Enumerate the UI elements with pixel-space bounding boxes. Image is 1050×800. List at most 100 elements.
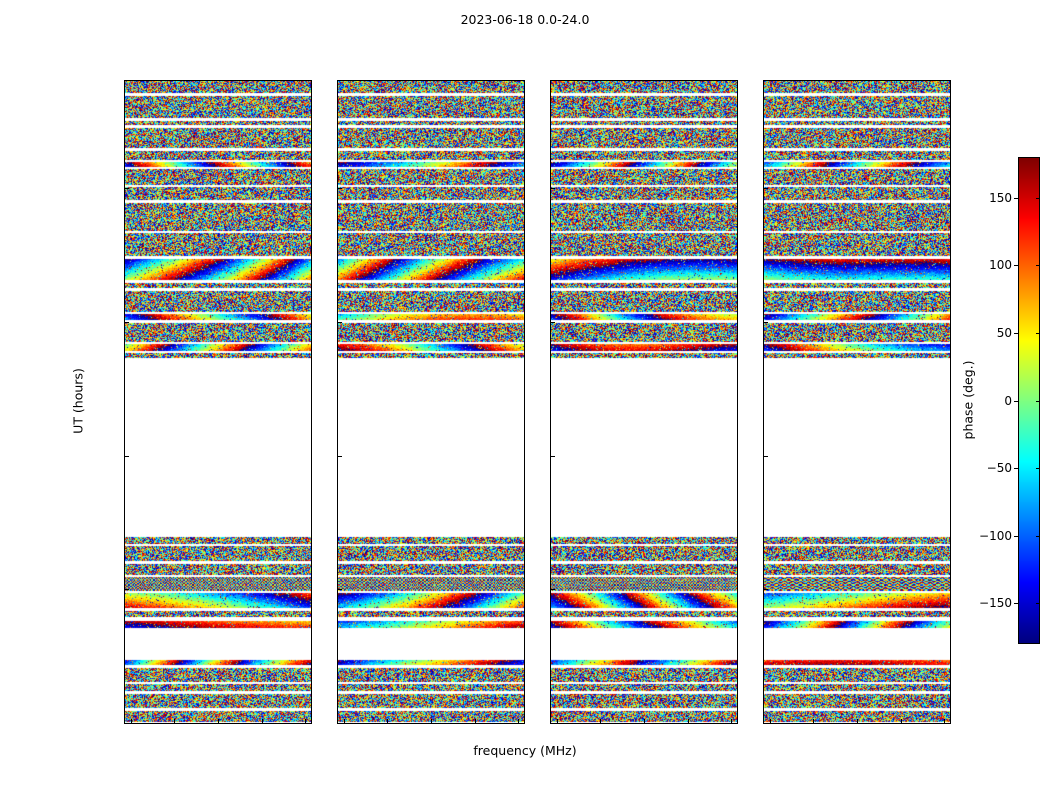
y-tick-mark-inner (551, 321, 555, 323)
x-tick-mark (218, 723, 219, 724)
x-axis-label: frequency (MHz) (473, 743, 577, 758)
x-tick-mark (688, 723, 689, 724)
colorbar-tick-mark (1014, 603, 1018, 605)
colorbar-gradient (1019, 158, 1039, 643)
x-tick-mark-inner (731, 719, 733, 723)
x-tick-mark-inner (600, 719, 602, 723)
x-tick-mark (770, 723, 771, 724)
panel-xx[interactable]: XX, V3*V15=EA08*EA28 3203353503653800510… (124, 80, 312, 724)
colorbar-tick-label: −50 (986, 461, 1012, 476)
x-tick-mark-inner (305, 719, 307, 723)
x-tick-mark (600, 723, 601, 724)
y-tick-mark-inner (764, 455, 768, 457)
x-tick-mark (557, 723, 558, 724)
x-tick-mark (305, 723, 306, 724)
x-tick-mark-inner (857, 719, 858, 723)
y-tick-mark-inner (125, 321, 129, 323)
x-tick-mark (857, 723, 858, 724)
colorbar-label: phase (deg.) (960, 360, 976, 440)
x-tick-mark-inner (387, 719, 389, 723)
y-tick-mark-inner (551, 455, 555, 457)
x-tick-mark (901, 723, 902, 724)
x-tick-mark-inner (769, 719, 771, 723)
figure-suptitle: 2023-06-18 0.0-24.0 (460, 12, 590, 27)
x-tick-mark (518, 723, 519, 724)
colorbar-tick-mark-inner (1036, 603, 1040, 605)
y-tick-mark-inner (125, 589, 129, 591)
x-tick-mark (131, 723, 132, 724)
x-tick-mark-inner (431, 719, 432, 723)
colorbar-tick-label: 0 (1004, 393, 1012, 408)
colorbar-tick-mark-inner (1036, 535, 1040, 537)
colorbar-tick-mark-inner (1036, 400, 1040, 402)
y-tick-mark-inner (125, 723, 129, 724)
y-tick-mark-inner (125, 455, 129, 457)
x-tick-mark-inner (474, 719, 476, 723)
colorbar-tick-label: 50 (996, 325, 1012, 340)
x-tick-mark-inner (644, 719, 645, 723)
x-tick-mark-inner (130, 719, 132, 723)
colorbar-tick-label: −100 (979, 528, 1012, 543)
y-tick-mark (550, 723, 551, 724)
y-tick-mark-inner (551, 188, 555, 189)
y-tick-mark (337, 723, 338, 724)
y-axis-label: UT (hours) (70, 368, 86, 434)
x-tick-mark-inner (343, 719, 345, 723)
y-tick-mark (124, 723, 125, 724)
x-tick-mark (475, 723, 476, 724)
colorbar-tick-label: 100 (989, 258, 1012, 273)
colorbar-tick-mark (1014, 197, 1018, 199)
x-tick-mark-inner (900, 719, 902, 723)
x-tick-mark (731, 723, 732, 724)
colorbar-tick-label: 150 (989, 190, 1012, 205)
y-tick-mark-inner (125, 188, 129, 189)
x-tick-mark-inner (687, 719, 689, 723)
x-tick-mark-inner (261, 719, 263, 723)
y-tick-mark (763, 723, 764, 724)
y-tick-mark-inner (551, 723, 555, 724)
panel-yy[interactable]: YY, V3*V15=EA08*EA28 3203353503653800510… (337, 80, 525, 724)
x-tick-mark (813, 723, 814, 724)
heatmap-yy (338, 81, 524, 723)
x-tick-mark-inner (218, 719, 219, 723)
x-tick-mark (944, 723, 945, 724)
colorbar-tick-mark-inner (1036, 468, 1040, 470)
heatmap-yx (764, 81, 950, 723)
y-tick-mark-inner (338, 723, 342, 724)
x-tick-mark-inner (556, 719, 558, 723)
y-tick-mark-inner (338, 455, 342, 457)
y-tick-mark-inner (764, 723, 768, 724)
colorbar-tick-mark (1014, 332, 1018, 334)
y-tick-mark-inner (764, 188, 768, 189)
colorbar-tick-mark-inner (1036, 197, 1040, 199)
y-tick-mark-inner (764, 589, 768, 591)
x-tick-mark-inner (944, 719, 946, 723)
colorbar-tick-mark (1014, 468, 1018, 470)
x-tick-mark (174, 723, 175, 724)
colorbar-tick-mark-inner (1036, 265, 1040, 267)
x-tick-mark (644, 723, 645, 724)
x-tick-mark (431, 723, 432, 724)
y-tick-mark-inner (764, 321, 768, 323)
colorbar-tick-mark-inner (1036, 332, 1040, 334)
panel-yx[interactable]: YX, V3*V15=EA08*EA28 3203353503653800510… (763, 80, 951, 724)
x-tick-mark-inner (174, 719, 176, 723)
x-tick-mark-inner (518, 719, 520, 723)
colorbar-group[interactable]: 150 100 50 0 −50 −100 −150 (979, 157, 1040, 644)
colorbar-tick-mark (1014, 400, 1018, 402)
colorbar-tick-mark (1014, 265, 1018, 267)
heatmap-xy (551, 81, 737, 723)
x-tick-mark (344, 723, 345, 724)
y-tick-mark-inner (338, 589, 342, 591)
y-tick-mark-inner (551, 589, 555, 591)
x-tick-mark (387, 723, 388, 724)
x-tick-mark (262, 723, 263, 724)
y-tick-mark-inner (338, 321, 342, 323)
panel-xy[interactable]: XY, V3*V15=EA08*EA28 3203353503653800510… (550, 80, 738, 724)
heatmap-xx (125, 81, 311, 723)
colorbar-tick-mark (1014, 535, 1018, 537)
x-tick-mark-inner (813, 719, 815, 723)
y-tick-mark-inner (338, 188, 342, 189)
colorbar-tick-label: −150 (979, 596, 1012, 611)
